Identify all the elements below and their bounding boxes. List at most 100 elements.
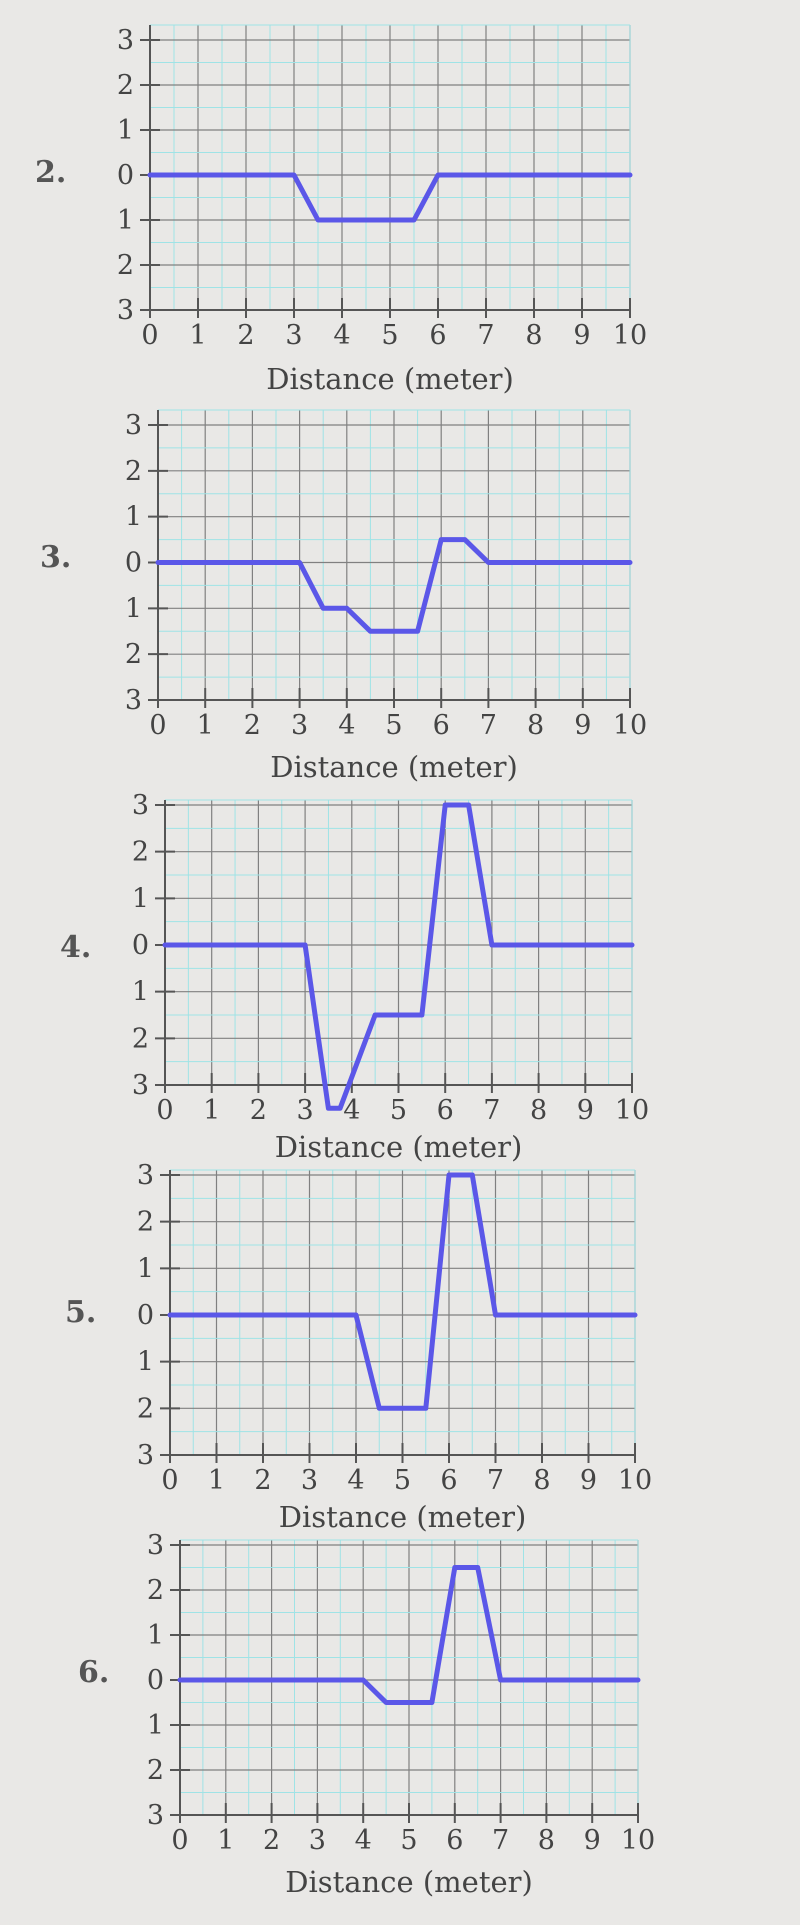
x-tick-label: 0	[161, 1465, 178, 1496]
y-tick-label: 0	[132, 930, 149, 961]
y-tick-label: 2	[137, 1207, 154, 1238]
x-axis-title: Distance (meter)	[278, 1500, 527, 1534]
x-tick-label: 3	[291, 710, 308, 741]
x-tick-label: 6	[429, 320, 446, 351]
x-tick-label: 9	[584, 1825, 601, 1856]
grid	[157, 409, 631, 701]
x-tick-label: 9	[574, 710, 591, 741]
y-tick-label: 2	[147, 1755, 164, 1786]
y-tick-label: 2	[132, 837, 149, 868]
x-tick-label: 1	[208, 1465, 225, 1496]
y-tick-label: 3	[117, 25, 134, 56]
y-tick-label: 3	[125, 410, 142, 441]
x-tick-label: 7	[492, 1825, 509, 1856]
x-tick-label: 6	[433, 710, 450, 741]
y-tick-label: 2	[117, 70, 134, 101]
problem-number: 4.	[60, 930, 92, 965]
x-tick-label: 6	[446, 1825, 463, 1856]
y-tick-label: 3	[132, 790, 149, 821]
y-tick-label: 3	[137, 1440, 154, 1471]
x-tick-label: 10	[613, 710, 647, 741]
y-tick-label: 2	[125, 639, 142, 670]
x-tick-label: 9	[577, 1095, 594, 1126]
x-tick-label: 8	[525, 320, 542, 351]
y-tick-label: 2	[117, 250, 134, 281]
x-tick-label: 2	[254, 1465, 271, 1496]
x-tick-label: 7	[487, 1465, 504, 1496]
grid	[149, 24, 631, 311]
y-tick-label: 0	[147, 1665, 164, 1696]
x-tick-label: 4	[347, 1465, 364, 1496]
x-tick-label: 3	[285, 320, 302, 351]
x-tick-label: 2	[237, 320, 254, 351]
x-tick-label: 9	[573, 320, 590, 351]
y-tick-label: 2	[137, 1393, 154, 1424]
series-line	[167, 1172, 638, 1411]
x-tick-label: 0	[171, 1825, 188, 1856]
y-tick-label: 3	[125, 685, 142, 716]
x-tick-label: 5	[381, 320, 398, 351]
x-tick-label: 7	[480, 710, 497, 741]
y-tick-label: 3	[117, 295, 134, 326]
x-tick-label: 9	[580, 1465, 597, 1496]
y-tick-label: 1	[132, 977, 149, 1008]
x-tick-label: 2	[244, 710, 261, 741]
series-line	[162, 802, 635, 1111]
y-tick-label: 2	[132, 1023, 149, 1054]
y-tick-label: 3	[132, 1070, 149, 1101]
y-tick-label: 1	[125, 502, 142, 533]
x-tick-label: 10	[621, 1825, 655, 1856]
x-tick-label: 5	[385, 710, 402, 741]
x-tick-label: 8	[533, 1465, 550, 1496]
y-tick-label: 1	[125, 593, 142, 624]
x-tick-label: 7	[477, 320, 494, 351]
problem-number: 3.	[40, 540, 72, 575]
x-tick-label: 10	[618, 1465, 652, 1496]
x-tick-label: 4	[338, 710, 355, 741]
x-tick-label: 4	[333, 320, 350, 351]
y-tick-label: 3	[147, 1800, 164, 1831]
series-line	[177, 1565, 641, 1705]
y-tick-label: 1	[137, 1347, 154, 1378]
x-tick-label: 1	[189, 320, 206, 351]
x-tick-label: 7	[483, 1095, 500, 1126]
problem-number: 2.	[35, 155, 67, 190]
x-tick-label: 3	[301, 1465, 318, 1496]
series-line	[147, 172, 633, 223]
y-tick-label: 3	[137, 1160, 154, 1191]
x-tick-label: 8	[530, 1095, 547, 1126]
x-tick-label: 4	[355, 1825, 372, 1856]
y-tick-label: 1	[132, 883, 149, 914]
x-tick-label: 0	[156, 1095, 173, 1126]
x-tick-label: 1	[217, 1825, 234, 1856]
y-tick-label: 3	[147, 1530, 164, 1561]
x-tick-label: 3	[297, 1095, 314, 1126]
x-tick-label: 5	[390, 1095, 407, 1126]
x-axis-title: Distance (meter)	[270, 750, 518, 784]
y-tick-label: 1	[147, 1710, 164, 1741]
x-tick-label: 2	[263, 1825, 280, 1856]
y-tick-label: 1	[137, 1253, 154, 1284]
x-tick-label: 0	[141, 320, 158, 351]
x-tick-label: 10	[615, 1095, 649, 1126]
x-tick-label: 10	[613, 320, 647, 351]
y-tick-label: 0	[137, 1300, 154, 1331]
series-line	[155, 537, 633, 634]
x-axis-title: Distance (meter)	[274, 1130, 523, 1164]
x-tick-label: 6	[437, 1095, 454, 1126]
x-tick-label: 6	[440, 1465, 457, 1496]
x-tick-label: 1	[197, 710, 214, 741]
x-tick-label: 1	[203, 1095, 220, 1126]
x-tick-label: 5	[394, 1465, 411, 1496]
y-tick-label: 1	[117, 205, 134, 236]
problem-number: 6.	[78, 1655, 110, 1690]
y-tick-label: 0	[117, 160, 134, 191]
x-tick-label: 3	[309, 1825, 326, 1856]
y-tick-label: 1	[117, 115, 134, 146]
